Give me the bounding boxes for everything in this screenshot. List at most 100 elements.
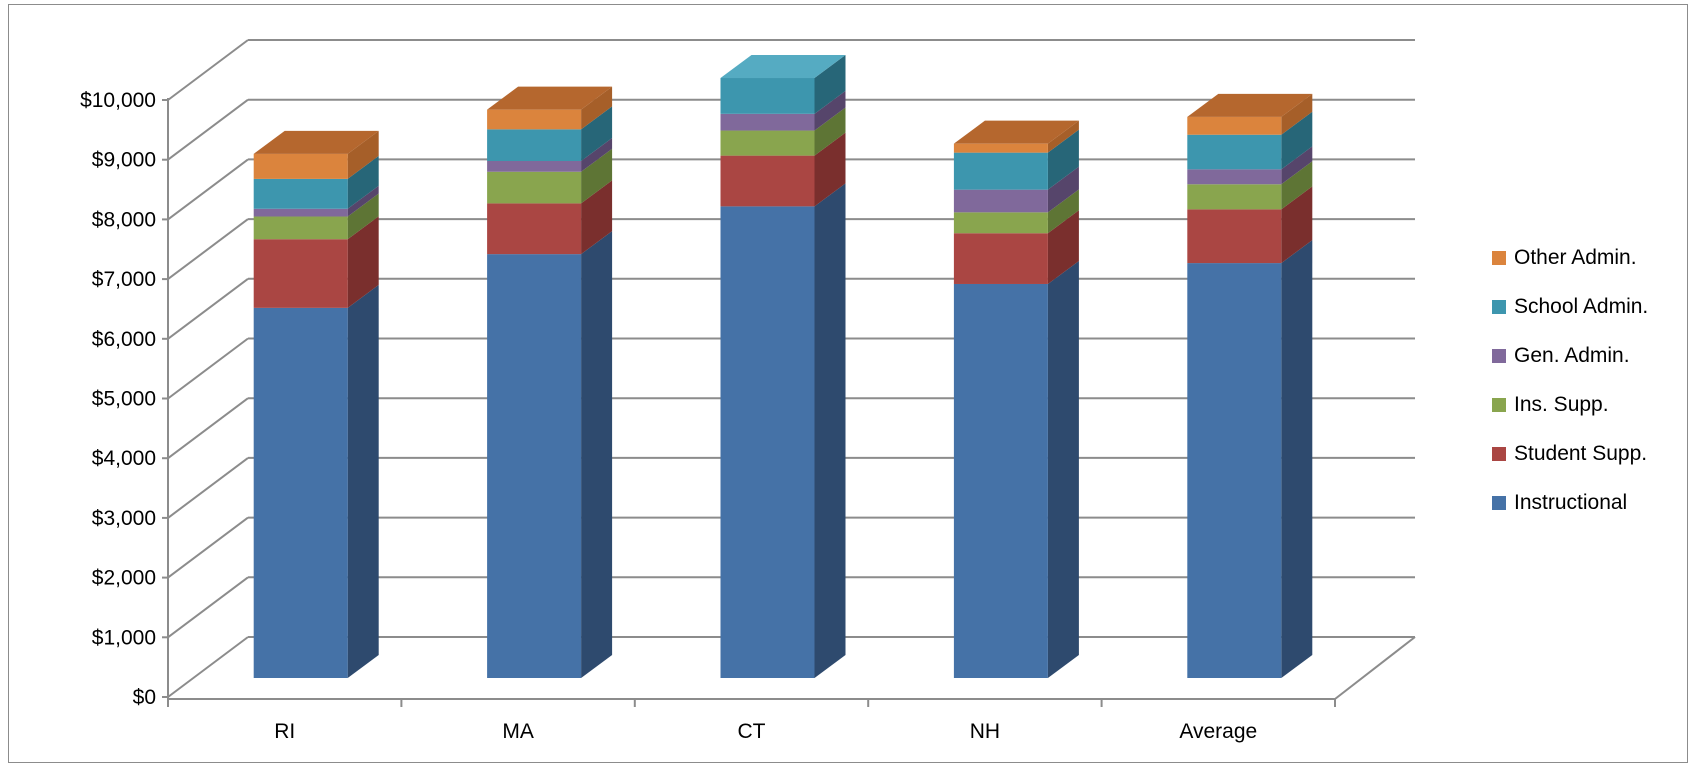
- gridline-depth: [167, 457, 249, 519]
- x-tick-label: RI: [274, 720, 295, 743]
- legend-label: School Admin.: [1514, 295, 1648, 318]
- bar-side-other-admin-: [347, 130, 379, 179]
- bar-segment-school-admin-: [487, 129, 582, 161]
- bar-segment-other-admin-: [1187, 116, 1282, 135]
- bar-side-ins-supp-: [581, 148, 613, 204]
- bar-segment-instructional: [253, 307, 348, 678]
- y-tick-label: $9,000: [92, 149, 156, 172]
- y-tick-label: $2,000: [92, 567, 156, 590]
- bar-side-student-supp-: [347, 216, 379, 308]
- bar-segment-other-admin-: [953, 143, 1048, 153]
- bar-top: [253, 130, 379, 154]
- bar-side-instructional: [347, 284, 379, 678]
- gridline-depth: [167, 397, 249, 460]
- bar-segment-school-admin-: [953, 152, 1048, 190]
- y-tick-label: $0: [133, 686, 156, 709]
- bar-side-school-admin-: [347, 155, 379, 209]
- bar-top: [487, 86, 613, 110]
- bar-segment-gen-admin-: [720, 113, 815, 131]
- x-tick-label: Average: [1179, 720, 1257, 743]
- bar-segment-school-admin-: [1187, 134, 1282, 170]
- bar-side-school-admin-: [1281, 111, 1313, 170]
- x-tick-label: MA: [502, 720, 534, 743]
- bar-segment-instructional: [720, 206, 815, 678]
- bar-side-student-supp-: [581, 180, 613, 255]
- bar-segment-ins-supp-: [253, 216, 348, 240]
- bar-side-student-supp-: [1281, 186, 1313, 264]
- gridline-depth: [167, 636, 249, 698]
- bar-side-ins-supp-: [814, 107, 846, 156]
- bar-side-gen-admin-: [347, 185, 379, 217]
- bar-segment-gen-admin-: [487, 160, 582, 172]
- bar-segment-ins-supp-: [487, 171, 582, 204]
- legend-swatch: [1492, 496, 1506, 510]
- gridline-depth: [167, 516, 249, 579]
- bar-side-student-supp-: [1047, 210, 1079, 284]
- y-tick-label: $6,000: [92, 328, 156, 351]
- bar-side-other-admin-: [581, 86, 613, 130]
- gridline-depth: [167, 576, 249, 639]
- legend-label: Ins. Supp.: [1514, 393, 1609, 416]
- bar-segment-instructional: [1187, 263, 1282, 678]
- bar-side-gen-admin-: [581, 137, 613, 172]
- gridline-depth: [167, 218, 249, 280]
- bar-side-instructional: [1047, 260, 1079, 678]
- bar-side-gen-admin-: [1281, 146, 1313, 185]
- legend-swatch: [1492, 398, 1506, 412]
- x-tick-label: NH: [970, 720, 1000, 743]
- legend-swatch: [1492, 300, 1506, 314]
- bar-side-instructional: [814, 183, 846, 678]
- bar-segment-gen-admin-: [253, 208, 348, 217]
- floor-edge: [1334, 636, 1416, 700]
- gridline-depth: [167, 158, 249, 221]
- bar-segment-ins-supp-: [1187, 184, 1282, 210]
- bar-side-student-supp-: [814, 132, 846, 207]
- legend-swatch: [1492, 251, 1506, 265]
- bar-top: [1187, 93, 1313, 117]
- bar-segment-school-admin-: [253, 178, 348, 209]
- gridline-depth: [167, 337, 249, 400]
- x-tick-label: CT: [738, 720, 766, 743]
- bar-segment-other-admin-: [253, 153, 348, 179]
- bar-top: [953, 120, 1079, 144]
- y-tick-label: $8,000: [92, 208, 156, 231]
- bar-side-other-admin-: [1281, 93, 1313, 135]
- legend-label: Student Supp.: [1514, 442, 1647, 465]
- bar-side-other-admin-: [1047, 120, 1079, 153]
- gridline-depth: [167, 39, 249, 101]
- legend-label: Other Admin.: [1514, 246, 1637, 269]
- bar-side-gen-admin-: [814, 90, 846, 131]
- bar-segment-instructional: [487, 254, 582, 678]
- gridline-depth: [167, 98, 249, 161]
- y-tick-label: $3,000: [92, 507, 156, 530]
- y-tick-label: $1,000: [92, 626, 156, 649]
- bar-segment-student-supp-: [1187, 209, 1282, 264]
- legend-label: Gen. Admin.: [1514, 344, 1630, 367]
- bar-top: [720, 55, 846, 79]
- bar-side-ins-supp-: [1281, 161, 1313, 210]
- bar-segment-gen-admin-: [953, 189, 1048, 213]
- bar-segment-student-supp-: [953, 233, 1048, 284]
- bar-segment-gen-admin-: [1187, 169, 1282, 185]
- bar-side-school-admin-: [581, 106, 613, 161]
- bar-side-ins-supp-: [347, 193, 379, 240]
- bar-side-school-admin-: [814, 55, 846, 114]
- bar-segment-other-admin-: [487, 109, 582, 130]
- legend-label: Instructional: [1514, 491, 1627, 514]
- bar-segment-ins-supp-: [720, 130, 815, 156]
- gridline-depth: [167, 277, 249, 340]
- bar-segment-student-supp-: [720, 155, 815, 207]
- y-tick-label: $10,000: [80, 89, 156, 112]
- y-tick-label: $7,000: [92, 268, 156, 291]
- bar-segment-ins-supp-: [953, 212, 1048, 234]
- bar-side-instructional: [1281, 240, 1313, 678]
- bar-side-school-admin-: [1047, 129, 1079, 190]
- bar-segment-instructional: [953, 283, 1048, 678]
- legend-swatch: [1492, 447, 1506, 461]
- bar-segment-student-supp-: [253, 239, 348, 308]
- y-tick-label: $4,000: [92, 447, 156, 470]
- bar-side-gen-admin-: [1047, 166, 1079, 213]
- y-tick-label: $5,000: [92, 388, 156, 411]
- bar-segment-student-supp-: [487, 203, 582, 255]
- bar-segment-school-admin-: [720, 78, 815, 114]
